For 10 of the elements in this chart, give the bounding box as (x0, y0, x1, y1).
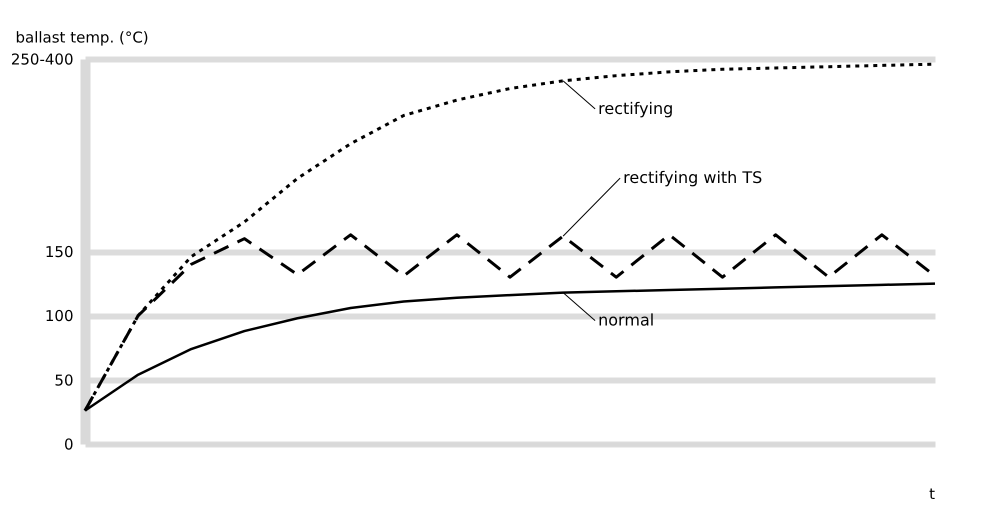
y-tick-label: 100 (44, 307, 74, 326)
y-tick-label: 150 (44, 243, 74, 261)
y-tick-label: 0 (64, 436, 74, 454)
y-tick-label: 250-400 (10, 50, 74, 68)
series-label: rectifying (598, 98, 674, 118)
text: rectifying with TS (623, 168, 762, 188)
y-axis-title: ballast temp. (°C) (16, 28, 149, 46)
series-label: normal (598, 310, 654, 330)
y-tick-label: 50 (54, 371, 74, 390)
x-axis-title: t (929, 485, 936, 503)
